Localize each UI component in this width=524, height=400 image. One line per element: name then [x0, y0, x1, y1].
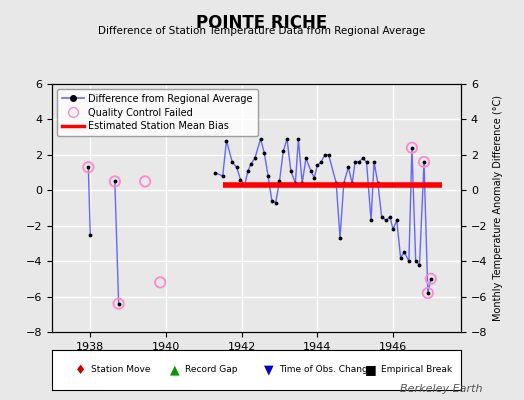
- Point: [427, 276, 435, 282]
- Point: [114, 300, 123, 307]
- Text: ▲: ▲: [170, 364, 180, 376]
- Point: [420, 159, 428, 165]
- Point: [141, 178, 149, 185]
- Y-axis label: Monthly Temperature Anomaly Difference (°C): Monthly Temperature Anomaly Difference (…: [493, 95, 503, 321]
- Text: Empirical Break: Empirical Break: [381, 366, 453, 374]
- Text: Difference of Station Temperature Data from Regional Average: Difference of Station Temperature Data f…: [99, 26, 425, 36]
- Text: ■: ■: [365, 364, 377, 376]
- Text: Record Gap: Record Gap: [185, 366, 238, 374]
- Text: Station Move: Station Move: [91, 366, 151, 374]
- Legend: Difference from Regional Average, Quality Control Failed, Estimated Station Mean: Difference from Regional Average, Qualit…: [57, 89, 258, 136]
- Text: Time of Obs. Change: Time of Obs. Change: [279, 366, 374, 374]
- Point: [156, 279, 165, 286]
- Text: ▼: ▼: [264, 364, 274, 376]
- Point: [408, 144, 416, 151]
- Text: Berkeley Earth: Berkeley Earth: [400, 384, 482, 394]
- Text: ♦: ♦: [75, 364, 86, 376]
- Point: [423, 290, 432, 296]
- Point: [84, 164, 93, 170]
- Point: [111, 178, 119, 185]
- Text: POINTE RICHE: POINTE RICHE: [196, 14, 328, 32]
